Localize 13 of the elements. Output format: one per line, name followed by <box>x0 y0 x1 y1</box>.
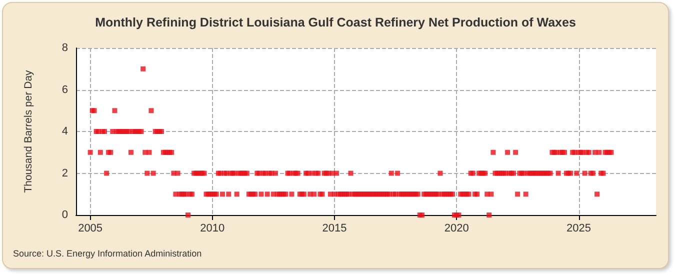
x-tick-label: 2005 <box>78 222 103 234</box>
y-axis-title: Thousand Barrels per Day <box>22 69 34 193</box>
x-tick-label: 2025 <box>566 222 592 234</box>
x-tick-label: 2020 <box>444 222 469 234</box>
source-note: Source: U.S. Energy Information Administration <box>13 248 202 258</box>
x-tick-label: 2010 <box>200 222 225 234</box>
x-tick-label: 2015 <box>322 222 347 234</box>
y-tick-label: 6 <box>62 84 68 96</box>
chart-title: Monthly Refining District Louisiana Gulf Coast Refinery Net Production of Waxes <box>95 16 576 30</box>
y-tick-label: 4 <box>62 126 68 138</box>
y-tick-label: 2 <box>62 167 68 180</box>
y-tick-label: 0 <box>62 209 68 221</box>
y-tick-label: 8 <box>62 42 68 54</box>
